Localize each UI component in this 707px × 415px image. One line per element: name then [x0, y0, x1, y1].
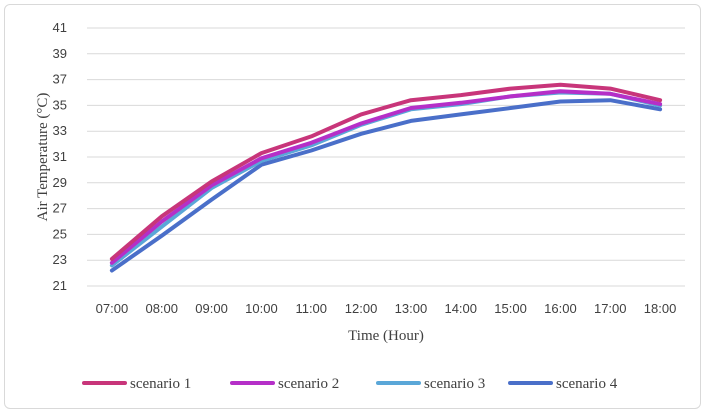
x-tick-label: 13:00 — [395, 301, 428, 316]
x-tick-label: 07:00 — [96, 301, 129, 316]
y-tick-label: 23 — [53, 252, 67, 267]
y-tick-labels: 21 23 25 27 29 31 33 35 37 39 41 — [53, 20, 67, 293]
series-line — [109, 98, 663, 273]
chart-frame — [4, 4, 701, 409]
series-line — [109, 82, 663, 261]
x-tick-label: 08:00 — [145, 301, 178, 316]
x-tick-label: 12:00 — [345, 301, 378, 316]
series-line — [109, 90, 663, 268]
gridlines — [87, 27, 685, 287]
y-tick-label: 29 — [53, 175, 67, 190]
y-tick-label: 27 — [53, 201, 67, 216]
legend-label: scenario 2 — [278, 376, 339, 392]
legend-label: scenario 3 — [424, 376, 485, 392]
x-tick-label: 15:00 — [494, 301, 527, 316]
x-tick-label: 11:00 — [295, 301, 327, 316]
x-tick-label: 16:00 — [544, 301, 577, 316]
series-line — [109, 89, 663, 265]
x-tick-label: 18:00 — [644, 301, 677, 316]
y-tick-label: 33 — [53, 123, 67, 138]
y-tick-label: 21 — [53, 278, 67, 293]
y-tick-label: 35 — [53, 97, 67, 112]
x-tick-labels: 07:00 08:00 09:00 10:00 11:00 12:00 13:00 14:00… — [96, 301, 677, 316]
y-tick-label: 31 — [53, 149, 67, 164]
legend-label: scenario 1 — [130, 376, 191, 392]
y-tick-label: 41 — [53, 20, 67, 35]
x-tick-label: 09:00 — [195, 301, 228, 316]
y-tick-label: 37 — [53, 72, 67, 87]
legend-label: scenario 4 — [556, 376, 618, 392]
y-axis-label: Air Temperature (°C) — [35, 93, 51, 222]
x-tick-label: 10:00 — [245, 301, 278, 316]
x-tick-label: 17:00 — [594, 301, 627, 316]
series-lines — [109, 82, 663, 273]
y-tick-label: 39 — [53, 46, 67, 61]
y-tick-label: 25 — [53, 226, 67, 241]
legend: scenario 1 scenario 2 scenario 3 scenario 4 — [82, 376, 618, 392]
x-axis-label: Time (Hour) — [348, 328, 424, 344]
x-tick-label: 14:00 — [444, 301, 477, 316]
